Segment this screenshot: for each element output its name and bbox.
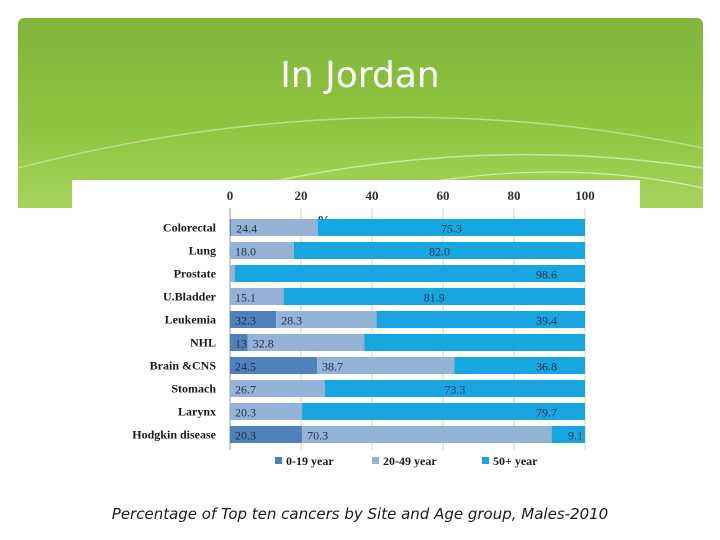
category-label: Larynx: [178, 405, 216, 419]
category-label: Leukemia: [165, 313, 216, 327]
bar-segment: [234, 265, 585, 282]
data-label: 24.5: [235, 360, 256, 374]
category-label: Stomach: [171, 382, 216, 396]
data-label: 81.9: [424, 291, 445, 305]
bar-segment: [230, 403, 303, 420]
data-label: 39.4: [536, 314, 557, 328]
bar-segment: [454, 357, 585, 374]
category-label: U.Bladder: [163, 290, 217, 304]
bar-segment: [230, 219, 232, 236]
category-label: NHL: [190, 336, 216, 350]
category-label: Prostate: [174, 267, 217, 281]
bar-segment: [283, 288, 585, 305]
bar-segment: [302, 426, 552, 443]
bar-segment: [376, 311, 585, 328]
category-label: Lung: [189, 244, 216, 258]
bar-segment: [293, 242, 585, 259]
data-label: 38.7: [322, 360, 343, 374]
bar-segment: [230, 288, 284, 305]
x-tick-label: 40: [366, 188, 379, 203]
x-tick-label: 60: [437, 188, 450, 203]
legend-swatch: [372, 457, 379, 464]
bar-segment: [247, 334, 365, 351]
data-label: 9.1: [568, 429, 583, 443]
data-label: 28.3: [281, 314, 302, 328]
data-label: 20.3: [235, 406, 256, 420]
data-label: 24.4: [236, 222, 257, 236]
bar-segment: [551, 426, 585, 443]
bar-segment: [230, 426, 303, 443]
bar-segment: [324, 380, 585, 397]
x-tick-label: 100: [575, 188, 595, 203]
data-label: 32.8: [253, 337, 274, 351]
category-label: Brain &CNS: [150, 359, 217, 373]
x-tick-label: 20: [295, 188, 308, 203]
data-label: 79.7: [536, 406, 557, 420]
bar-segment: [364, 334, 585, 351]
category-label: Hodgkin disease: [132, 428, 216, 442]
x-tick-label: 0: [227, 188, 234, 203]
data-label: 36.8: [536, 360, 557, 374]
data-label: 32.3: [235, 314, 256, 328]
bar-segment: [231, 219, 318, 236]
bar-segment: [230, 242, 294, 259]
bar-segment: [276, 311, 377, 328]
data-label: 73.3: [444, 383, 465, 397]
legend-swatch: [275, 457, 282, 464]
legend-swatch: [482, 457, 489, 464]
data-label: 15.1: [235, 291, 256, 305]
legend-label: 20-49 year: [383, 454, 437, 468]
bar-segment: [230, 357, 317, 374]
bar-segment: [316, 357, 455, 374]
legend-label: 50+ year: [493, 454, 538, 468]
data-label: 70.3: [307, 429, 328, 443]
data-label: 18.0: [235, 245, 256, 259]
data-label: 98.6: [536, 268, 557, 282]
bar-segment: [302, 403, 585, 420]
legend-label: 0-19 year: [286, 454, 334, 468]
bar-segment: [317, 219, 585, 236]
data-label: 75.3: [441, 222, 462, 236]
bar-segment: [230, 334, 248, 351]
x-tick-label: 80: [508, 188, 521, 203]
chart-panel: 020406080100%Colorectal24.475.3Lung18.08…: [72, 180, 640, 480]
bar-segment: [230, 265, 235, 282]
slide-title: In Jordan: [280, 55, 440, 96]
stacked-bar-chart: 020406080100%Colorectal24.475.3Lung18.08…: [132, 188, 595, 468]
category-label: Colorectal: [163, 221, 217, 235]
chart-caption: Percentage of Top ten cancers by Site an…: [111, 505, 609, 523]
data-label: 82.0: [429, 245, 450, 259]
data-label: 26.7: [235, 383, 256, 397]
bar-segment: [230, 380, 325, 397]
data-label: 20.3: [235, 429, 256, 443]
bar-segment: [230, 311, 277, 328]
